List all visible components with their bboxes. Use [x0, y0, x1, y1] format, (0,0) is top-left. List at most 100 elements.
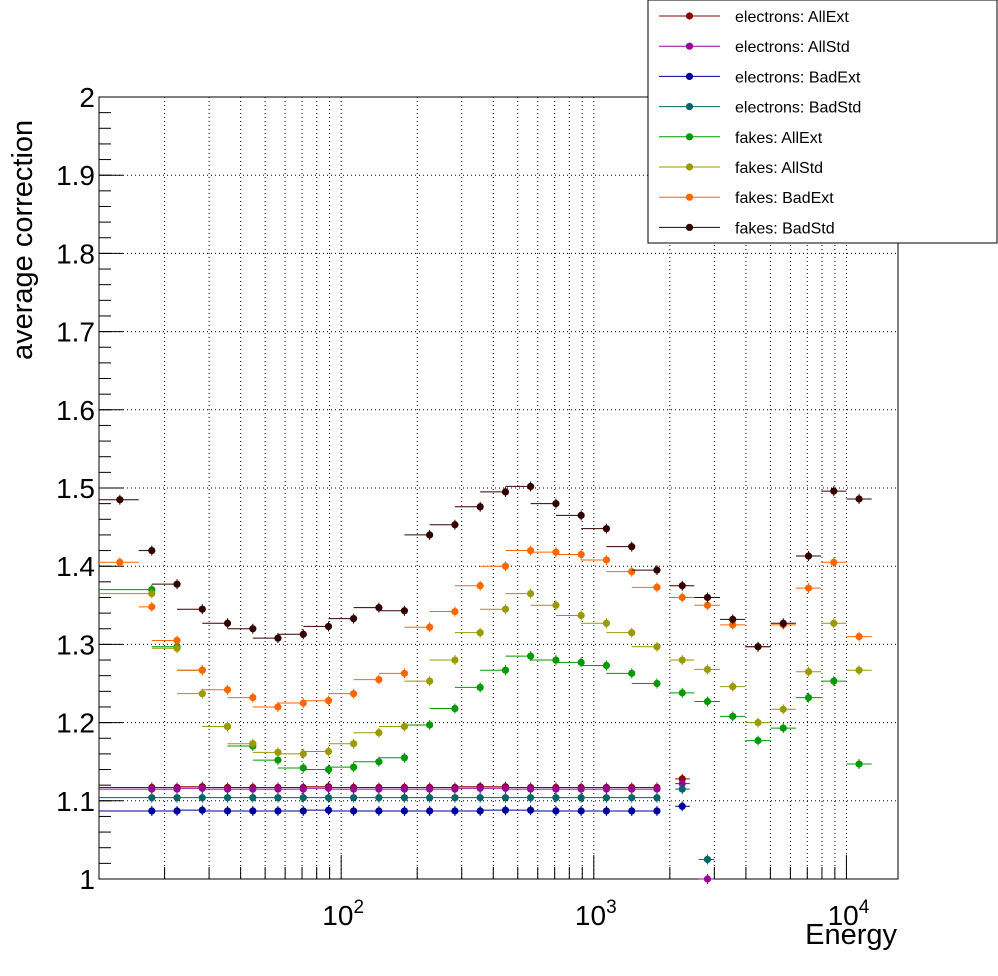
- legend-marker: [685, 163, 694, 171]
- series-fakes-badext: [99, 545, 872, 712]
- data-point: [375, 675, 383, 684]
- data-point: [653, 785, 661, 793]
- legend: electrons: AllExt electrons: AllStd electr…: [647, 0, 998, 244]
- y-tick-label: 1: [79, 864, 95, 895]
- x-axis-label: Energy: [805, 919, 897, 951]
- data-point: [729, 683, 737, 691]
- legend-label: fakes: BadExt: [735, 190, 834, 207]
- data-point: [830, 619, 838, 627]
- data-point: [526, 652, 535, 660]
- data-point: [577, 511, 585, 519]
- data-point: [729, 621, 737, 629]
- data-point: [324, 747, 333, 756]
- data-point: [476, 807, 484, 815]
- data-point: [526, 589, 535, 598]
- legend-label: electrons: BadStd: [735, 100, 861, 117]
- data-point: [375, 758, 383, 766]
- y-tick-label: 1.8: [56, 238, 95, 269]
- data-point: [350, 690, 358, 698]
- data-point: [804, 584, 813, 592]
- legend-label: fakes: AllStd: [735, 160, 823, 177]
- data-point: [653, 566, 661, 574]
- legend-marker: [685, 72, 694, 80]
- data-point: [148, 546, 156, 555]
- data-point: [729, 712, 737, 720]
- data-point: [779, 619, 787, 627]
- data-point: [426, 677, 434, 685]
- data-point: [501, 784, 510, 792]
- data-point: [703, 697, 712, 706]
- data-point: [703, 875, 712, 883]
- data-point: [476, 503, 484, 511]
- data-point: [678, 593, 686, 602]
- legend-label: fakes: AllExt: [735, 130, 823, 147]
- data-point: [855, 495, 863, 503]
- data-point: [350, 763, 358, 771]
- data-point: [678, 582, 686, 590]
- series-electrons-badext: [99, 801, 690, 816]
- data-point: [602, 556, 611, 564]
- data-point: [830, 487, 838, 495]
- y-axis-label: average correction: [7, 120, 39, 360]
- data-point: [299, 699, 307, 707]
- data-point: [451, 656, 459, 664]
- data-point: [198, 806, 206, 814]
- data-point: [501, 488, 510, 496]
- data-point: [653, 679, 661, 688]
- data-point: [703, 855, 712, 864]
- legend-marker: [685, 103, 694, 111]
- y-tick-labels: 1 1.1 1.2 1.3 1.4 1.5 1.6 1.7 1.8 1.9 2: [56, 82, 95, 895]
- data-point: [653, 643, 661, 651]
- data-point: [116, 496, 124, 504]
- y-tick-label: 1.1: [56, 786, 95, 817]
- legend-marker: [685, 12, 694, 20]
- data-point: [400, 722, 409, 731]
- data-point: [552, 500, 560, 508]
- data-point: [552, 656, 560, 664]
- data-point: [324, 622, 333, 631]
- legend-label: electrons: AllStd: [735, 39, 850, 56]
- data-point: [476, 683, 484, 692]
- data-point: [602, 661, 611, 670]
- data-point: [375, 604, 383, 612]
- legend-marker: [685, 223, 694, 231]
- data-point: [628, 669, 636, 677]
- data-point: [552, 548, 560, 556]
- data-point: [223, 619, 232, 627]
- data-point: [274, 756, 282, 764]
- data-point: [855, 666, 863, 674]
- data-point: [274, 748, 282, 756]
- data-point: [451, 521, 459, 529]
- data-point: [754, 643, 762, 651]
- series-electrons-badstd: [99, 784, 715, 865]
- series-fakes-badstd: [99, 481, 872, 652]
- data-point: [350, 740, 358, 748]
- data-point: [223, 686, 232, 694]
- data-point: [198, 666, 206, 674]
- data-point: [501, 605, 510, 613]
- data-point: [173, 636, 181, 645]
- legend-label: electrons: AllExt: [735, 9, 849, 26]
- axis-ticks: [99, 96, 847, 880]
- data-point: [602, 619, 611, 627]
- data-point: [804, 668, 813, 676]
- data-point: [198, 690, 206, 698]
- data-point: [577, 658, 585, 666]
- legend-box: [647, 0, 998, 244]
- data-point: [526, 546, 535, 555]
- legend-marker: [685, 42, 694, 50]
- data-point: [223, 722, 232, 731]
- data-point: [451, 785, 459, 793]
- data-point: [678, 785, 686, 793]
- data-point: [703, 601, 712, 609]
- y-tick-label: 2: [79, 82, 95, 113]
- data-point: [754, 736, 762, 745]
- data-point: [855, 760, 863, 768]
- data-point: [830, 677, 838, 685]
- data-point: [173, 794, 181, 802]
- y-tick-label: 1.3: [56, 629, 95, 660]
- data-point: [299, 750, 307, 758]
- data-point: [577, 611, 585, 620]
- legend-label: electrons: BadExt: [735, 69, 861, 86]
- data-point: [299, 764, 307, 772]
